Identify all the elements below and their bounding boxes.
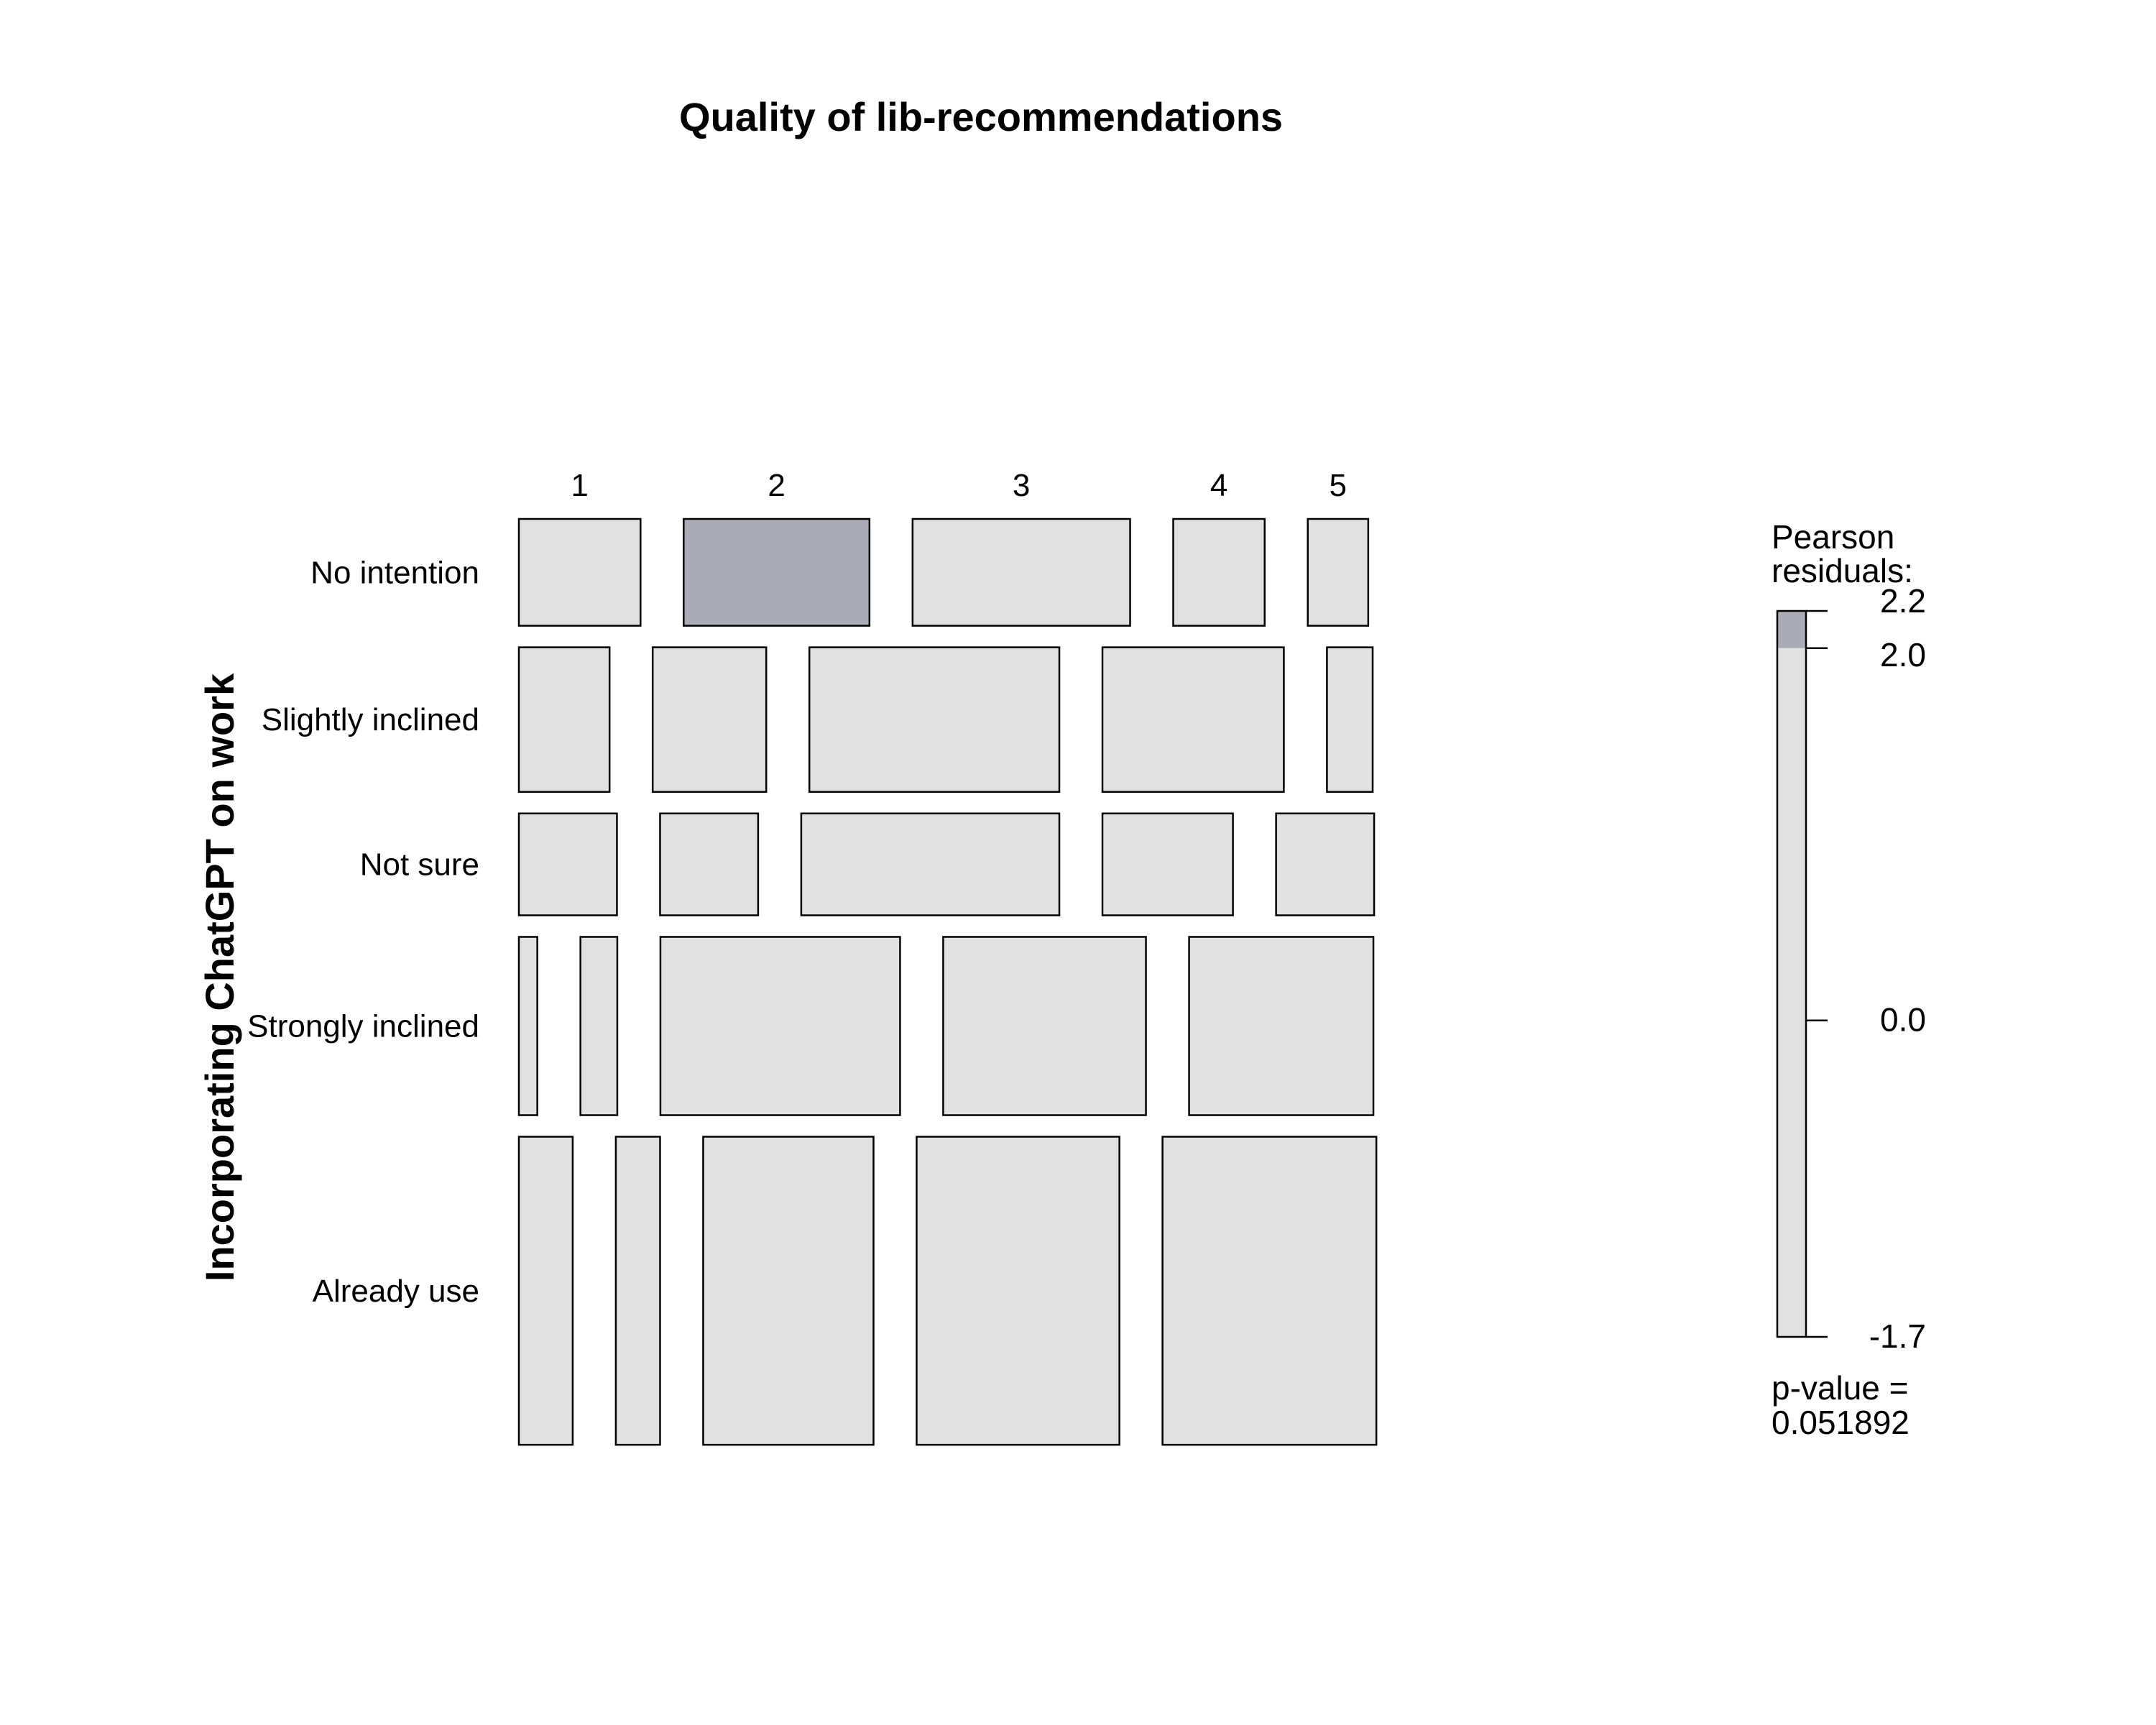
tile-strongly-inclined-2 (579, 936, 619, 1116)
tile-strongly-inclined-1 (517, 936, 538, 1116)
tile-slightly-inclined-1 (517, 646, 611, 794)
row-label: No intention (310, 555, 479, 590)
row-label: Slightly inclined (262, 702, 479, 737)
mosaic-tiles (517, 518, 1378, 1446)
tile-no-intention-5 (1307, 518, 1370, 627)
tile-not-sure-5 (1275, 812, 1376, 916)
legend-tick-label: 2.2 (1880, 582, 1926, 620)
row-label: Already use (313, 1274, 479, 1309)
tile-already-use-4 (916, 1136, 1120, 1446)
column-labels: 1 2 3 4 5 (571, 468, 1347, 503)
tile-not-sure-1 (517, 812, 618, 916)
column-label: 1 (571, 468, 588, 503)
column-label: 3 (1013, 468, 1030, 503)
tile-slightly-inclined-4 (1101, 646, 1285, 794)
tile-slightly-inclined-3 (808, 646, 1061, 794)
row-labels: No intention Slightly inclined Not sure Str… (247, 555, 479, 1309)
tile-no-intention-4 (1172, 518, 1266, 627)
column-label: 5 (1330, 468, 1347, 503)
legend-tick-label: 0.0 (1880, 1001, 1926, 1039)
legend-shade-neutral (1777, 648, 1806, 1337)
row-label: Not sure (360, 847, 479, 883)
legend-bar-border (1776, 610, 1807, 1338)
tile-strongly-inclined-3 (659, 936, 901, 1116)
legend-shade-positive (1777, 611, 1806, 648)
legend-ticks: 2.2 2.0 0.0 -1.7 (1806, 582, 1926, 1355)
legend-color-bar (1776, 610, 1807, 1338)
tile-already-use-2 (614, 1136, 661, 1446)
tile-not-sure-4 (1101, 812, 1234, 916)
tile-already-use-3 (702, 1136, 875, 1446)
residuals-legend: Pearson residuals: 2.2 2.0 0.0 -1.7 p-value… (1772, 518, 1926, 1441)
tile-no-intention-2 (683, 518, 871, 627)
tile-no-intention-3 (911, 518, 1131, 627)
legend-title-line2: residuals: (1772, 552, 1913, 589)
pvalue-line1: p-value = (1772, 1369, 1909, 1407)
tile-strongly-inclined-5 (1188, 936, 1375, 1116)
y-axis-label: Incorporating ChatGPT on work (197, 673, 242, 1282)
tile-slightly-inclined-2 (651, 646, 768, 794)
tile-no-intention-1 (517, 518, 642, 627)
tile-not-sure-2 (659, 812, 760, 916)
legend-tick-label: -1.7 (1869, 1317, 1926, 1355)
tile-already-use-5 (1161, 1136, 1378, 1446)
column-label: 2 (768, 468, 785, 503)
row-label: Strongly inclined (247, 1009, 479, 1044)
tile-slightly-inclined-5 (1326, 646, 1374, 794)
tile-strongly-inclined-4 (942, 936, 1147, 1116)
pvalue-line2: 0.051892 (1772, 1404, 1909, 1441)
chart-title: Quality of lib-recommendations (679, 94, 1283, 139)
column-label: 4 (1210, 468, 1227, 503)
tile-not-sure-3 (800, 812, 1061, 916)
legend-title-line1: Pearson (1772, 518, 1894, 556)
tile-already-use-1 (517, 1136, 574, 1446)
legend-tick-label: 2.0 (1880, 636, 1926, 673)
